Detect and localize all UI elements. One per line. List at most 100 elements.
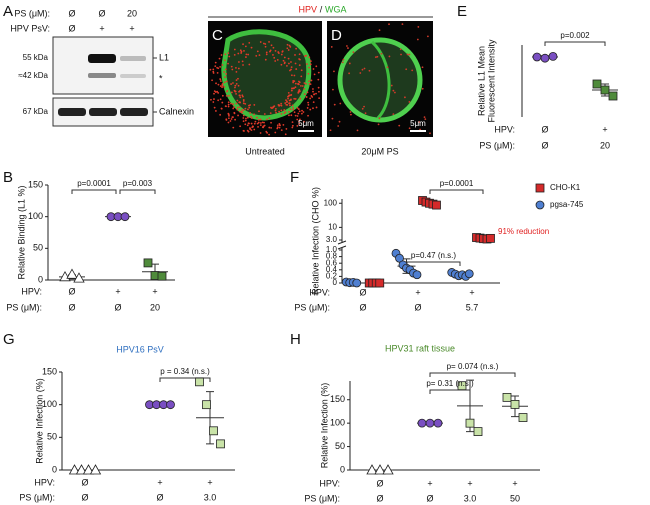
red-punctum — [363, 67, 366, 70]
red-punctum — [408, 127, 411, 130]
panel-letter: D — [331, 27, 342, 44]
red-punctum — [227, 117, 230, 120]
red-punctum — [265, 51, 268, 54]
y-tick-label: 50 — [47, 432, 57, 442]
red-punctum — [280, 53, 283, 56]
red-punctum — [232, 116, 234, 119]
red-punctum — [308, 66, 311, 69]
red-punctum — [261, 121, 264, 124]
x-category-label: 50 — [510, 493, 520, 503]
red-punctum — [213, 98, 215, 100]
red-punctum — [230, 65, 233, 68]
red-punctum — [232, 82, 234, 84]
significance-bracket — [429, 189, 484, 194]
red-punctum — [298, 58, 301, 60]
red-punctum — [306, 107, 309, 109]
x-category-label: Ø — [114, 302, 121, 312]
red-punctum — [290, 66, 293, 69]
red-punctum — [281, 50, 284, 53]
red-punctum — [347, 47, 349, 49]
red-punctum — [245, 56, 247, 58]
red-punctum — [259, 132, 262, 134]
red-punctum — [308, 56, 311, 59]
red-punctum — [210, 98, 212, 101]
red-punctum — [241, 109, 243, 111]
x-category-label: Ø — [541, 140, 548, 150]
puncta-layer — [209, 23, 431, 136]
red-punctum — [338, 120, 341, 123]
red-punctum — [296, 107, 299, 109]
red-punctum — [221, 82, 224, 85]
data-point — [195, 377, 204, 387]
red-punctum — [230, 118, 233, 120]
x-category-label: Ø — [426, 493, 433, 503]
red-punctum — [227, 103, 230, 106]
y-tick-label: 0.6 — [326, 258, 338, 267]
red-punctum — [217, 99, 220, 102]
red-punctum — [224, 53, 227, 56]
x-category-label: Ø — [414, 302, 421, 312]
red-punctum — [312, 107, 314, 110]
red-punctum — [315, 92, 317, 95]
red-punctum — [270, 44, 273, 47]
red-punctum — [288, 44, 291, 47]
red-punctum — [216, 66, 219, 69]
data-point — [486, 233, 495, 243]
red-punctum — [416, 38, 419, 41]
data-point — [120, 212, 130, 222]
red-punctum — [333, 103, 336, 106]
red-punctum — [287, 49, 290, 51]
red-punctum — [217, 83, 220, 86]
blot-band — [120, 108, 148, 116]
red-punctum — [270, 121, 272, 124]
y-tick-label: 3.0 — [326, 235, 338, 244]
red-punctum — [376, 55, 379, 58]
red-punctum — [296, 115, 299, 117]
red-punctum — [309, 60, 312, 63]
red-punctum — [306, 91, 309, 94]
red-punctum — [349, 111, 352, 113]
blot-band — [58, 108, 86, 116]
red-punctum — [291, 104, 294, 107]
red-punctum — [392, 113, 395, 116]
red-punctum — [283, 62, 286, 65]
red-punctum — [246, 129, 249, 132]
red-punctum — [247, 108, 249, 111]
x-category-label: + — [512, 478, 517, 488]
red-punctum — [346, 45, 348, 47]
size-marker: 67 kDa — [23, 107, 49, 116]
band-label: L1 — [159, 52, 169, 62]
red-punctum — [244, 107, 247, 110]
data-point — [89, 464, 102, 475]
red-punctum — [242, 102, 245, 105]
red-punctum — [294, 82, 297, 85]
red-punctum — [280, 109, 283, 112]
image-caption: 20μM PS — [361, 146, 398, 156]
row-label: PS (μM): — [14, 8, 50, 18]
red-punctum — [290, 94, 292, 97]
red-punctum — [219, 98, 222, 101]
red-punctum — [298, 53, 301, 56]
red-punctum — [248, 106, 251, 109]
red-punctum — [219, 113, 222, 116]
x-category-label: Ø — [376, 478, 383, 488]
data-point — [82, 464, 95, 475]
red-punctum — [290, 68, 292, 71]
red-punctum — [291, 121, 294, 123]
red-punctum — [213, 106, 216, 109]
red-punctum — [234, 90, 237, 93]
red-punctum — [232, 103, 234, 106]
red-punctum — [417, 26, 420, 28]
red-punctum — [274, 109, 277, 112]
red-punctum — [214, 65, 217, 68]
red-punctum — [250, 117, 253, 119]
red-punctum — [280, 104, 283, 107]
red-punctum — [304, 55, 307, 58]
size-marker: 55 kDa — [23, 53, 49, 62]
red-punctum — [259, 124, 262, 127]
red-punctum — [427, 35, 429, 38]
lane-label: 20 — [127, 8, 137, 18]
red-punctum — [249, 115, 252, 118]
red-punctum — [296, 118, 299, 121]
red-punctum — [274, 60, 277, 62]
